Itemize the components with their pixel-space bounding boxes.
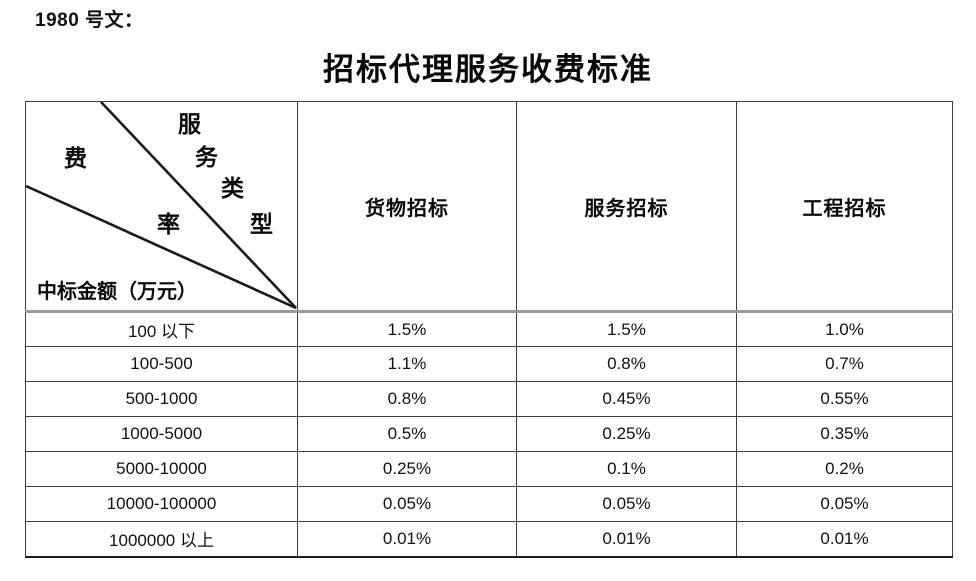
fee-value-cell: 1.5% — [297, 311, 517, 347]
fee-value-cell: 0.01% — [736, 521, 953, 558]
corner-label-rate-char: 率 — [157, 212, 180, 237]
doc-number: 1980 号文： — [35, 10, 144, 31]
fee-value-cell: 0.05% — [736, 486, 953, 522]
fee-value-cell: 0.01% — [297, 521, 517, 558]
corner-label-fee-char: 费 — [64, 146, 87, 171]
corner-header-cell: 服 务 类 型 费 率 中标金额（万元） — [25, 101, 298, 313]
amount-range-cell: 1000000 以上 — [25, 521, 298, 558]
column-header-engineering: 工程招标 — [736, 101, 953, 313]
table-row: 100 以下 1.5% 1.5% 1.0% — [25, 311, 953, 347]
fee-rate-table: 服 务 类 型 费 率 中标金额（万元） 货物招标 服务招标 工程招标 100 … — [25, 101, 953, 558]
column-header-goods: 货物招标 — [297, 101, 517, 313]
fee-value-cell: 0.5% — [297, 416, 517, 452]
fee-value-cell: 1.0% — [736, 311, 953, 347]
fee-value-cell: 0.05% — [516, 486, 737, 522]
fee-value-cell: 1.1% — [297, 346, 517, 382]
table-row: 1000000 以上 0.01% 0.01% 0.01% — [25, 521, 953, 558]
fee-value-cell: 0.8% — [297, 381, 517, 417]
fee-value-cell: 0.1% — [516, 451, 737, 487]
diagonal-split-lines-icon — [26, 102, 297, 310]
table-row: 5000-10000 0.25% 0.1% 0.2% — [25, 451, 953, 487]
amount-range-cell: 5000-10000 — [25, 451, 298, 487]
table-row: 10000-100000 0.05% 0.05% 0.05% — [25, 486, 953, 522]
amount-range-cell: 10000-100000 — [25, 486, 298, 522]
amount-range-cell: 100-500 — [25, 346, 298, 382]
fee-value-cell: 0.01% — [516, 521, 737, 558]
page-title: 招标代理服务收费标准 — [323, 52, 653, 87]
column-header-services: 服务招标 — [516, 101, 737, 313]
fee-value-cell: 0.25% — [297, 451, 517, 487]
amount-range-cell: 500-1000 — [25, 381, 298, 417]
corner-label-service-char-4: 型 — [250, 212, 273, 237]
table-row: 500-1000 0.8% 0.45% 0.55% — [25, 381, 953, 417]
amount-range-cell: 100 以下 — [25, 311, 298, 347]
fee-value-cell: 0.35% — [736, 416, 953, 452]
table-row: 100-500 1.1% 0.8% 0.7% — [25, 346, 953, 382]
fee-value-cell: 0.2% — [736, 451, 953, 487]
fee-value-cell: 0.05% — [297, 486, 517, 522]
fee-value-cell: 0.45% — [516, 381, 737, 417]
fee-value-cell: 1.5% — [516, 311, 737, 347]
fee-value-cell: 0.8% — [516, 346, 737, 382]
table-row: 1000-5000 0.5% 0.25% 0.35% — [25, 416, 953, 452]
corner-label-service-char-1: 服 — [178, 112, 201, 137]
amount-range-cell: 1000-5000 — [25, 416, 298, 452]
fee-value-cell: 0.55% — [736, 381, 953, 417]
header-row: 服 务 类 型 费 率 中标金额（万元） 货物招标 服务招标 工程招标 — [25, 101, 953, 313]
corner-label-service-char-3: 类 — [221, 176, 244, 201]
fee-value-cell: 0.7% — [736, 346, 953, 382]
corner-label-amount: 中标金额（万元） — [37, 281, 197, 303]
corner-label-service-char-2: 务 — [195, 145, 218, 170]
fee-value-cell: 0.25% — [516, 416, 737, 452]
